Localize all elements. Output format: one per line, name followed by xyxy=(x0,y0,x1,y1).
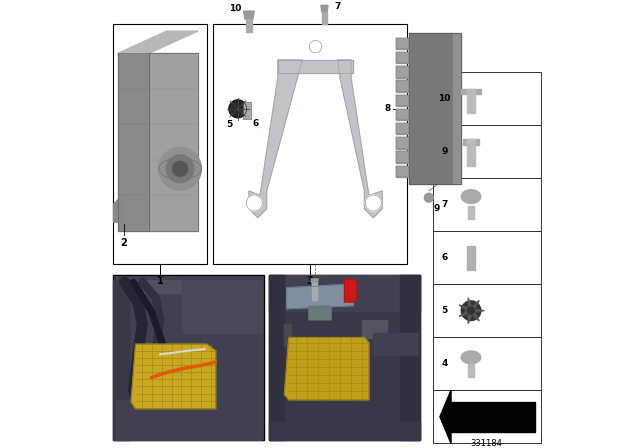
Polygon shape xyxy=(116,400,262,440)
Polygon shape xyxy=(309,306,331,320)
Polygon shape xyxy=(249,60,302,218)
Polygon shape xyxy=(467,89,476,113)
Text: 6: 6 xyxy=(252,119,259,128)
Polygon shape xyxy=(365,195,381,211)
Text: 9: 9 xyxy=(434,204,440,213)
Ellipse shape xyxy=(173,161,188,176)
Polygon shape xyxy=(396,38,409,49)
Text: 1: 1 xyxy=(157,276,163,286)
Polygon shape xyxy=(463,139,479,145)
Polygon shape xyxy=(116,280,182,293)
Text: 4: 4 xyxy=(441,359,447,368)
Polygon shape xyxy=(396,151,409,163)
Polygon shape xyxy=(321,5,328,12)
Text: 8: 8 xyxy=(385,104,390,113)
Polygon shape xyxy=(468,298,472,306)
Polygon shape xyxy=(149,53,198,231)
Bar xyxy=(433,178,541,231)
Polygon shape xyxy=(118,53,149,231)
Bar xyxy=(433,284,541,337)
Polygon shape xyxy=(467,246,475,270)
Polygon shape xyxy=(459,305,467,310)
Bar xyxy=(433,125,541,178)
Polygon shape xyxy=(373,333,418,355)
Polygon shape xyxy=(338,60,382,218)
Polygon shape xyxy=(396,137,409,149)
Ellipse shape xyxy=(159,147,202,190)
Polygon shape xyxy=(311,279,318,284)
Polygon shape xyxy=(473,300,479,308)
Bar xyxy=(243,102,251,119)
Polygon shape xyxy=(246,19,252,32)
Polygon shape xyxy=(269,276,284,440)
Polygon shape xyxy=(118,31,198,53)
Polygon shape xyxy=(467,139,475,166)
Polygon shape xyxy=(284,338,369,400)
Polygon shape xyxy=(344,279,356,302)
Polygon shape xyxy=(396,80,409,92)
Polygon shape xyxy=(362,320,387,338)
Polygon shape xyxy=(269,276,420,311)
Polygon shape xyxy=(440,390,451,444)
Polygon shape xyxy=(396,166,409,177)
Polygon shape xyxy=(461,89,481,94)
Text: 6: 6 xyxy=(441,253,447,262)
Polygon shape xyxy=(269,422,420,440)
Polygon shape xyxy=(322,12,326,24)
Text: 10: 10 xyxy=(438,94,451,103)
Polygon shape xyxy=(453,33,461,184)
Bar xyxy=(433,337,541,390)
Polygon shape xyxy=(396,52,409,63)
Polygon shape xyxy=(229,100,246,118)
Bar xyxy=(113,25,207,264)
Text: 331184: 331184 xyxy=(470,439,502,448)
Polygon shape xyxy=(287,284,353,309)
Polygon shape xyxy=(113,280,129,440)
Polygon shape xyxy=(424,193,433,202)
Text: 10: 10 xyxy=(229,4,242,13)
Polygon shape xyxy=(461,351,481,364)
Text: 2: 2 xyxy=(120,238,127,249)
Ellipse shape xyxy=(166,155,194,183)
Polygon shape xyxy=(309,40,322,53)
Text: 4: 4 xyxy=(312,303,318,312)
Polygon shape xyxy=(113,195,122,222)
Polygon shape xyxy=(461,190,481,203)
Polygon shape xyxy=(396,95,409,106)
Polygon shape xyxy=(468,315,472,323)
Polygon shape xyxy=(400,276,420,440)
Polygon shape xyxy=(473,314,479,321)
Text: 7: 7 xyxy=(441,200,447,209)
Text: 5: 5 xyxy=(226,120,232,129)
Polygon shape xyxy=(409,33,453,184)
Bar xyxy=(433,390,541,444)
Polygon shape xyxy=(278,60,353,73)
Bar xyxy=(213,25,406,264)
Polygon shape xyxy=(312,284,317,300)
Bar xyxy=(269,276,420,440)
Polygon shape xyxy=(451,402,534,431)
Polygon shape xyxy=(269,276,420,440)
Polygon shape xyxy=(284,324,291,346)
Text: 3: 3 xyxy=(307,276,314,286)
Polygon shape xyxy=(468,364,474,377)
Polygon shape xyxy=(461,301,481,320)
Polygon shape xyxy=(244,11,254,19)
Polygon shape xyxy=(396,123,409,134)
Polygon shape xyxy=(396,109,409,120)
Polygon shape xyxy=(246,195,262,211)
Polygon shape xyxy=(396,66,409,78)
Polygon shape xyxy=(476,309,484,312)
Text: 5: 5 xyxy=(441,306,447,315)
Polygon shape xyxy=(468,206,474,219)
Bar xyxy=(433,231,541,284)
Bar xyxy=(433,72,541,125)
Bar xyxy=(113,276,264,440)
Text: 9: 9 xyxy=(441,147,447,156)
Polygon shape xyxy=(113,276,264,440)
Text: 7: 7 xyxy=(335,2,341,11)
Polygon shape xyxy=(182,280,262,333)
Polygon shape xyxy=(459,311,467,316)
Polygon shape xyxy=(131,344,216,409)
